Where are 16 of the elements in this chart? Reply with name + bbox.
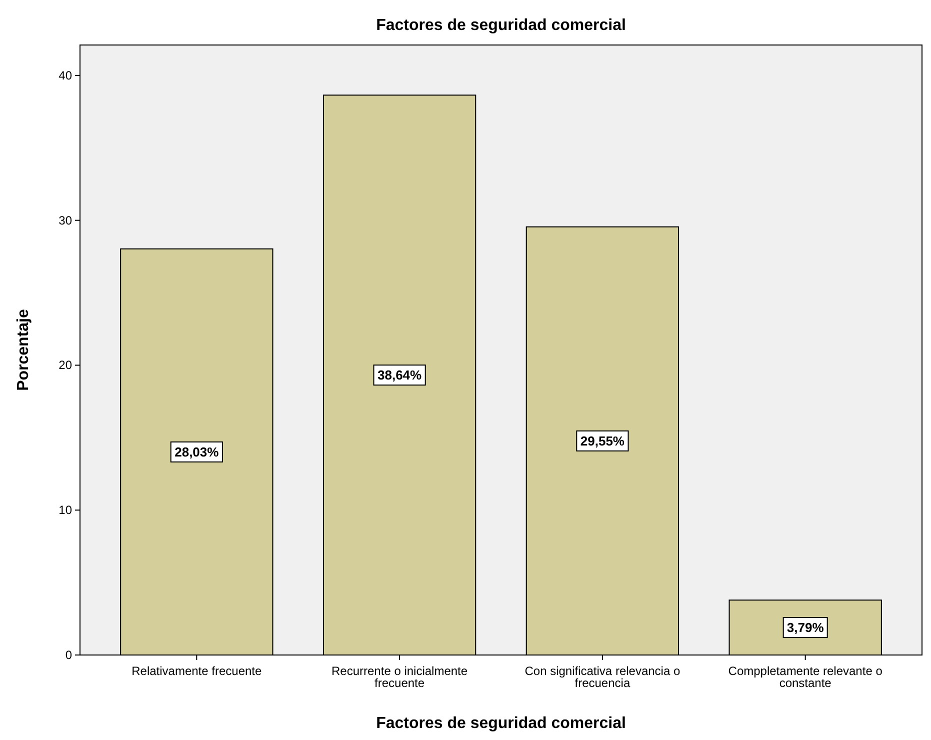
y-tick-label: 20: [58, 358, 72, 372]
y-tick-label: 10: [58, 503, 72, 518]
y-axis-title: Porcentaje: [15, 308, 32, 391]
x-tick-label: Recurrente o inicialmente frecuente: [332, 664, 468, 690]
y-tick-label: 40: [58, 68, 72, 82]
x-tick-label: Con significativa relevancia o frecuencia: [524, 664, 680, 690]
data-label: 38,64%: [378, 368, 422, 383]
chart-title: Factores de seguridad comercial: [376, 17, 626, 34]
x-axis-title: Factores de seguridad comercial: [376, 715, 626, 732]
data-label: 28,03%: [174, 444, 220, 460]
y-tick-label: 30: [58, 213, 72, 228]
y-tick-label: 0: [65, 648, 72, 662]
data-label: 29,55%: [580, 433, 625, 448]
data-label: 3,79%: [786, 620, 824, 636]
x-tick-label: Relativamente frecuente: [132, 664, 262, 678]
x-tick-label: Comppletamente relevante o constante: [728, 664, 883, 690]
